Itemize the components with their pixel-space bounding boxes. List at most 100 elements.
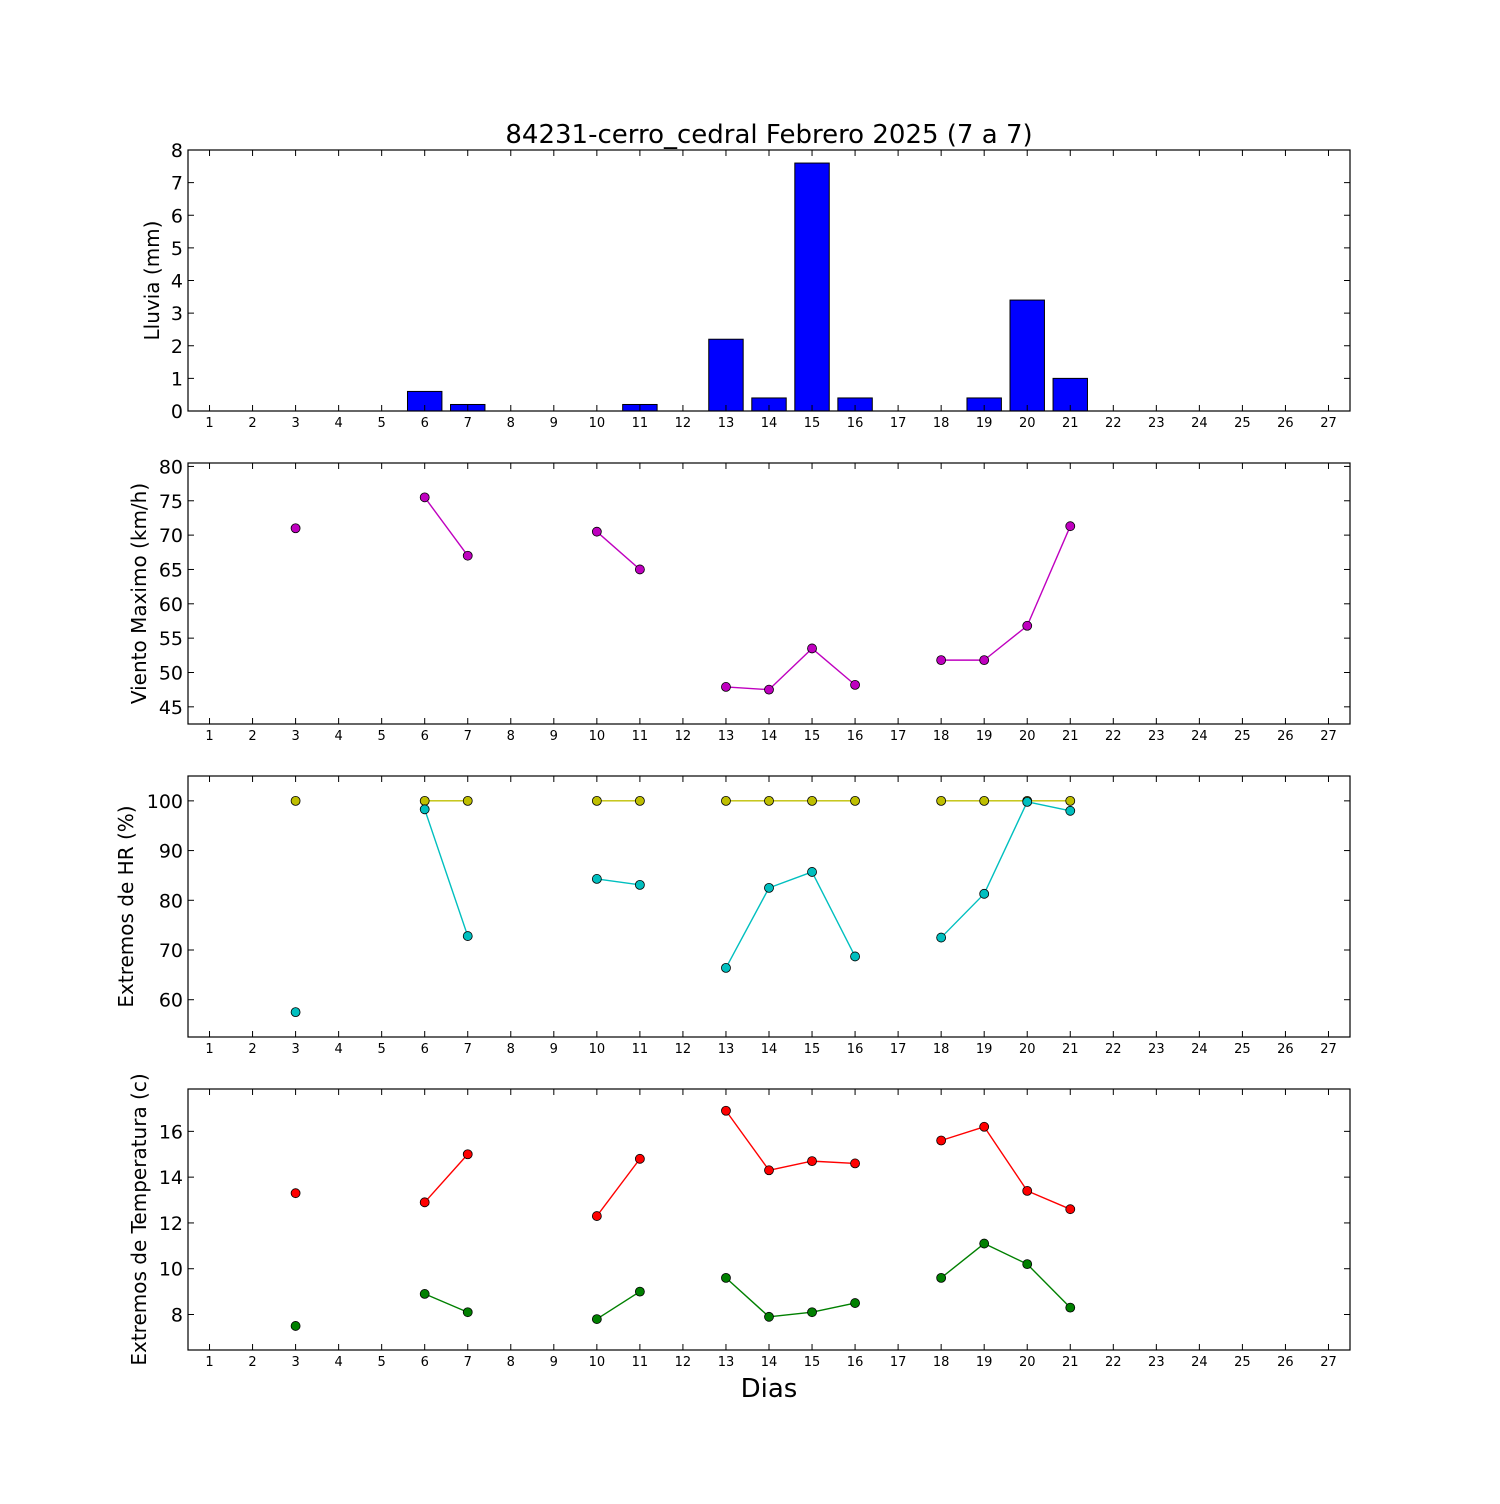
wind-xtick-label-22: 22 (1105, 729, 1122, 744)
temperature-xtick-label-19: 19 (976, 1355, 993, 1370)
temperature-series-1-segment-13-14 (725, 1277, 770, 1318)
temperature-series-0-point-day-16 (850, 1158, 860, 1169)
humidity-xtick-label-20: 20 (1019, 1042, 1036, 1057)
temperature-series-1-point-day-18 (936, 1272, 947, 1283)
rain-ytick-label-2: 2 (171, 336, 183, 358)
temperature-series-1-point-day-7 (462, 1307, 473, 1318)
wind-xtick-label-11: 11 (632, 729, 649, 744)
temperature-series-1-segment-10-11 (596, 1291, 641, 1320)
temperature-series-0-point-day-6 (419, 1197, 430, 1208)
temperature-series-0-segment-10-11 (596, 1158, 641, 1217)
wind-xtick-label-23: 23 (1148, 729, 1165, 744)
humidity-series-1-point-day-19 (979, 888, 990, 899)
wind-series-0-segment-15-16 (811, 647, 856, 686)
rain-xtick-label-16: 16 (847, 416, 864, 431)
temperature-series-0-point-day-10 (591, 1211, 602, 1221)
wind-ytick-label-60: 60 (159, 594, 183, 616)
humidity-panel: 1 2 3 4 5 6 7 8 9 10 11 12 13 14 15 16 17 18 19 20 21 22 23 24 2… (114, 775, 1351, 1057)
temperature-series-0-point-day-15 (807, 1156, 817, 1167)
humidity-xtick-label-4: 4 (334, 1042, 342, 1057)
rain-xtick-label-17: 17 (890, 416, 907, 431)
wind-xtick-label-18: 18 (933, 729, 950, 744)
humidity-y-axis-label: Extremos de HR (%) (114, 805, 138, 1007)
humidity-xtick-label-12: 12 (675, 1042, 692, 1057)
humidity-xtick-label-13: 13 (718, 1042, 735, 1057)
wind-series-0-point-day-6 (419, 492, 430, 503)
humidity-series-0-point-day-13 (721, 795, 731, 806)
humidity-series-1-point-day-18 (936, 932, 947, 943)
humidity-xtick-label-24: 24 (1191, 1042, 1208, 1057)
humidity-xtick-label-7: 7 (464, 1042, 472, 1057)
humidity-series-1-point-day-20 (1022, 796, 1033, 807)
rain-bar-day-13 (708, 338, 744, 412)
wind-xtick-label-16: 16 (847, 729, 864, 744)
wind-xtick-label-1: 1 (205, 729, 213, 744)
wind-series-0-segment-20-21 (1026, 525, 1071, 627)
rain-xtick-label-25: 25 (1234, 416, 1251, 431)
rain-xtick-label-21: 21 (1062, 416, 1079, 431)
rain-ytick-label-3: 3 (171, 303, 183, 325)
rain-xtick-label-26: 26 (1277, 416, 1294, 431)
rain-xtick-label-6: 6 (421, 416, 429, 431)
temperature-series-0-segment-13-14 (725, 1110, 770, 1171)
wind-xtick-label-10: 10 (589, 729, 606, 744)
temperature-ytick-label-10: 10 (159, 1259, 183, 1281)
wind-ytick-label-80: 80 (159, 456, 183, 478)
temperature-series-0-point-day-21 (1065, 1204, 1076, 1215)
humidity-ytick-label-70: 70 (159, 940, 183, 962)
rain-xtick-label-5: 5 (378, 416, 386, 431)
wind-xtick-label-14: 14 (761, 729, 778, 744)
humidity-xtick-label-17: 17 (890, 1042, 907, 1057)
temperature-xtick-label-5: 5 (378, 1355, 386, 1370)
wind-series-0-point-day-7 (462, 550, 473, 561)
wind-xtick-label-21: 21 (1062, 729, 1079, 744)
wind-series-0-point-day-10 (591, 526, 602, 537)
rain-xtick-label-3: 3 (291, 416, 299, 431)
temperature-xtick-label-26: 26 (1277, 1355, 1294, 1370)
humidity-series-0-point-day-11 (634, 795, 645, 806)
humidity-xtick-label-1: 1 (205, 1042, 213, 1057)
humidity-series-1-segment-19-20 (983, 801, 1028, 895)
humidity-xtick-label-21: 21 (1062, 1042, 1079, 1057)
wind-xtick-label-13: 13 (718, 729, 735, 744)
temperature-y-axis-label: Extremos de Temperatura (c) (127, 1073, 151, 1365)
humidity-series-1-segment-10-11 (596, 878, 640, 886)
temperature-xtick-label-14: 14 (761, 1355, 778, 1370)
humidity-series-0-point-day-15 (807, 795, 817, 806)
temperature-series-1-point-day-3 (290, 1321, 301, 1331)
wind-series-0-point-day-18 (936, 655, 947, 666)
wind-xtick-label-27: 27 (1320, 729, 1337, 744)
humidity-series-0-point-day-3 (290, 795, 301, 806)
humidity-series-1-point-day-11 (634, 879, 645, 890)
humidity-series-1-segment-20-21 (1027, 801, 1071, 812)
temperature-xtick-label-13: 13 (718, 1355, 735, 1370)
humidity-series-1-segment-6-7 (424, 809, 469, 937)
wind-ytick-label-55: 55 (159, 628, 183, 650)
rain-ytick-label-1: 1 (171, 368, 183, 390)
temperature-series-0-point-day-18 (936, 1135, 947, 1146)
humidity-xtick-label-10: 10 (589, 1042, 606, 1057)
wind-series-0-segment-14-15 (768, 647, 813, 691)
humidity-series-1-point-day-10 (591, 874, 602, 884)
temperature-series-1-point-day-14 (764, 1311, 774, 1322)
rain-xtick-label-10: 10 (589, 416, 606, 431)
temperature-series-1-point-day-6 (419, 1289, 430, 1299)
x-axis-label: Dias (741, 1374, 798, 1404)
humidity-series-0-point-day-14 (764, 795, 774, 806)
temperature-xtick-label-12: 12 (675, 1355, 692, 1370)
wind-ytick-label-45: 45 (159, 697, 183, 719)
temperature-series-0-segment-18-19 (940, 1126, 985, 1142)
wind-series-0-point-day-11 (634, 564, 645, 575)
wind-series-0-point-day-16 (850, 679, 860, 690)
temperature-series-0-segment-6-7 (424, 1153, 469, 1203)
humidity-xtick-label-3: 3 (291, 1042, 299, 1057)
wind-xtick-label-3: 3 (291, 729, 299, 744)
temperature-xtick-label-10: 10 (589, 1355, 606, 1370)
temperature-series-1-point-day-10 (591, 1314, 602, 1324)
temperature-series-1-point-day-13 (721, 1272, 731, 1283)
wind-xtick-label-15: 15 (804, 729, 821, 744)
humidity-series-1-segment-18-19 (940, 893, 985, 939)
humidity-xtick-label-6: 6 (421, 1042, 429, 1057)
humidity-xtick-label-26: 26 (1277, 1042, 1294, 1057)
